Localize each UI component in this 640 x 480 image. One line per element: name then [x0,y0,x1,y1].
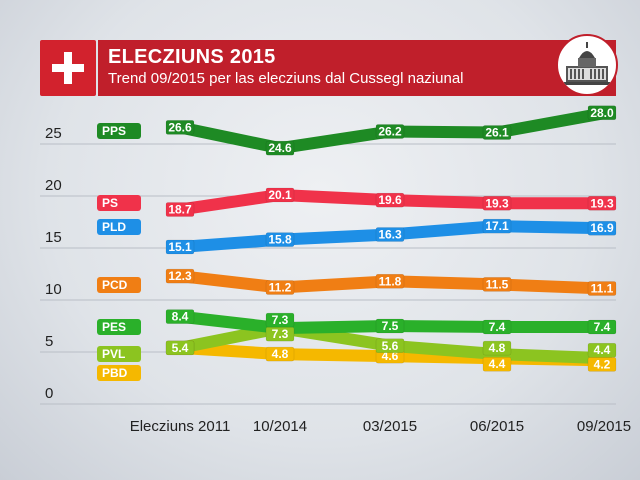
data-label: 4.2 [594,357,611,371]
legend-label-pcd: PCD [102,278,128,292]
data-label-box [482,356,512,372]
legend-label-ps: PS [102,196,118,210]
data-label-box [265,140,295,156]
data-label: 19.6 [378,193,402,207]
data-label-box [165,268,195,284]
data-label-box [482,125,512,140]
y-tick-label: 0 [45,385,53,402]
chart-subtitle: Trend 09/2015 per las elecziuns dal Cuss… [108,70,464,87]
data-label: 8.4 [172,310,189,324]
data-label-box [165,340,195,356]
data-label: 15.1 [168,240,192,254]
legend-swatch-pvl [97,346,141,362]
data-label: 26.6 [168,120,192,134]
data-label-box [165,309,195,324]
data-label: 16.3 [378,227,402,241]
data-label-box [482,340,512,356]
data-label-box [587,357,617,372]
legend-label-pes: PES [102,320,126,334]
data-label: 7.3 [272,313,289,327]
data-label-box [375,227,405,242]
swiss-flag-icon [40,40,96,96]
legend-swatch-pbd [97,365,141,381]
data-label-box [265,346,295,362]
data-label: 5.4 [172,341,189,355]
data-label: 20.1 [268,188,292,202]
data-label-box [482,319,512,335]
x-tick-label: 09/2015 [577,418,631,435]
data-label-box [265,187,295,203]
data-label: 11.2 [269,281,292,295]
data-label-box [587,319,617,335]
data-label-box [375,274,405,289]
data-label: 7.4 [594,320,611,334]
data-label-box [265,280,295,295]
legend-swatch-pps [97,123,141,139]
chart-title: ELECZIUNS 2015 [108,46,276,68]
data-label: 26.2 [378,125,402,139]
y-tick-label: 5 [45,333,53,350]
x-tick-label: Elecziuns 2011 [130,418,231,435]
y-tick-label: 10 [45,281,62,298]
data-label: 7.4 [489,320,506,334]
data-label-box [375,124,405,139]
data-label: 18.7 [168,203,192,217]
data-label-box [587,342,617,358]
data-label-box [375,318,405,334]
legend-label-pbd: PBD [102,366,128,380]
data-label: 4.8 [489,341,506,355]
x-tick-label: 10/2014 [253,418,307,435]
data-label-box [587,220,617,236]
legend-swatch-pes [97,319,141,335]
legend-swatch-pld [97,219,141,235]
data-label: 5.6 [382,339,399,353]
data-label: 19.3 [485,196,509,210]
data-label-box [587,196,617,211]
data-label-box [165,120,195,135]
data-label: 11.1 [591,282,614,296]
data-label-box [375,338,405,354]
y-tick-label: 25 [45,125,62,142]
data-label-box [165,239,195,255]
data-label: 26.1 [485,126,509,140]
data-label: 28.0 [590,106,614,120]
data-label-box [375,192,405,208]
legend-swatch-ps [97,195,141,211]
y-tick-label: 15 [45,229,62,246]
data-label: 17.1 [485,219,509,233]
legend-label-pvl: PVL [102,347,125,361]
parliament-building-icon [556,34,618,96]
data-label: 12.3 [168,269,192,283]
legend-swatch-pcd [97,277,141,293]
data-label: 7.3 [272,327,289,341]
x-tick-label: 03/2015 [363,418,417,435]
data-label: 11.5 [486,277,509,291]
data-label: 4.8 [272,347,289,361]
data-label-box [482,277,512,292]
data-label: 7.5 [382,319,399,333]
data-label: 11.8 [379,274,402,288]
chart-header: ELECZIUNS 2015 Trend 09/2015 per las ele… [40,34,618,96]
data-label: 16.9 [590,221,614,235]
data-label-box [482,218,512,234]
legend-label-pld: PLD [102,220,126,234]
title-banner: ELECZIUNS 2015 Trend 09/2015 per las ele… [98,40,616,96]
data-label-box [265,232,295,247]
data-label-box [265,312,295,328]
data-label: 15.8 [268,233,292,247]
data-label: 4.4 [489,357,506,371]
data-label-box [587,281,617,296]
data-label: 19.3 [590,196,614,210]
legend-label-pps: PPS [102,124,126,138]
data-label-box [587,105,617,121]
y-tick-label: 20 [45,177,62,194]
data-label-box [165,202,195,217]
data-label: 4.4 [594,343,611,357]
data-label-box [482,196,512,211]
x-tick-label: 06/2015 [470,418,524,435]
data-label: 24.6 [268,141,292,155]
